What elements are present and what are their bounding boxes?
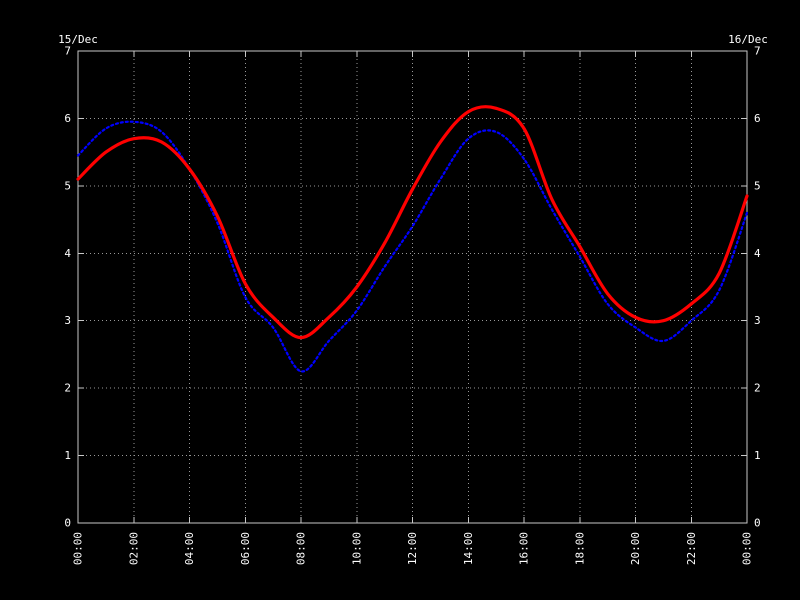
y-tick-label-right: 0: [754, 517, 761, 530]
x-tick-label: 12:00: [406, 532, 419, 565]
x-tick-label: 08:00: [295, 532, 308, 565]
x-tick-label: 18:00: [573, 532, 586, 565]
y-tick-label-right: 5: [754, 179, 761, 192]
plot-border: [77, 50, 748, 524]
y-axis-labels: 0 0 1 1 2 2 3 3 4 4 5 5 6 6 7 7: [64, 45, 761, 530]
y-tick-label-right: 6: [754, 112, 761, 125]
date-label-right: 16/Dec: [728, 33, 768, 46]
y-tick-label-right: 7: [754, 45, 761, 58]
x-tick-label: 02:00: [127, 532, 140, 565]
grid: [78, 51, 747, 523]
x-tick-label: 16:00: [518, 532, 531, 565]
y-tick-label-right: 3: [754, 314, 761, 327]
x-tick-label: 00:00: [72, 532, 85, 565]
x-tick-label: 14:00: [462, 532, 475, 565]
date-label-left: 15/Dec: [58, 33, 98, 46]
x-tick-label: 04:00: [183, 532, 196, 565]
x-tick-label: 06:00: [239, 532, 252, 565]
x-tick-label: 00:00: [741, 532, 754, 565]
y-tick-label-right: 1: [754, 449, 761, 462]
x-axis-labels: 00:00 02:00 04:00 06:00 08:00 10:00 12:00 14:00…: [72, 532, 754, 565]
x-tick-label: 10:00: [350, 532, 363, 565]
series-curve-15-Dec: [76, 105, 749, 340]
y-tick-label-left: 2: [64, 382, 71, 395]
y-tick-label-left: 7: [64, 45, 71, 58]
y-tick-label-left: 3: [64, 314, 71, 327]
y-tick-label-right: 2: [754, 382, 761, 395]
y-tick-label-right: 4: [754, 247, 761, 260]
y-tick-label-left: 0: [64, 517, 71, 530]
x-tick-label: 20:00: [629, 532, 642, 565]
x-tick-label: 22:00: [685, 532, 698, 565]
y-tick-label-left: 6: [64, 112, 71, 125]
y-tick-label-left: 1: [64, 449, 71, 462]
y-tick-label-left: 5: [64, 179, 71, 192]
y-tick-label-left: 4: [64, 247, 71, 260]
